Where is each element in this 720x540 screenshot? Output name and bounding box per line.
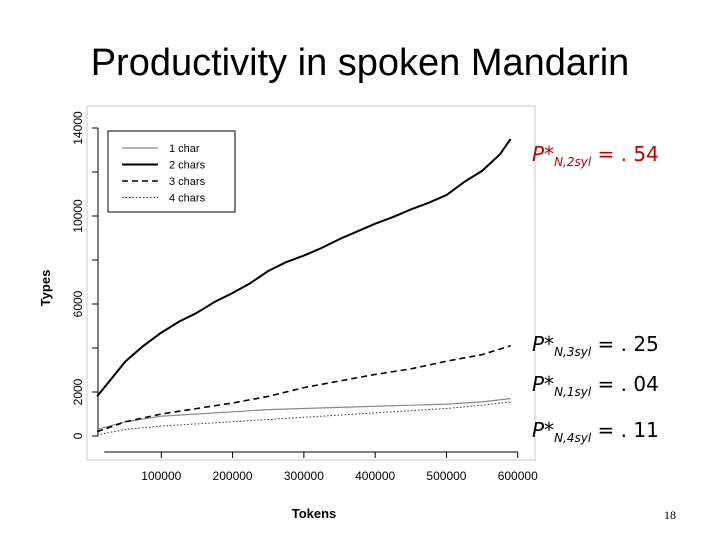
legend-label: 3 chars	[169, 176, 206, 188]
annotation-eq: = .	[591, 332, 634, 356]
legend-label: 2 chars	[169, 160, 206, 172]
legend-box	[107, 130, 236, 213]
series-line-4	[97, 401, 511, 436]
x-tick-label: 200000	[213, 469, 253, 483]
y-tick-label: 2000	[71, 378, 85, 405]
legend-label: 1 char	[169, 143, 200, 155]
annotation-1syl: P*N,1syl = . 04	[532, 372, 659, 399]
y-tick-label: 10000	[71, 199, 85, 233]
page-number: 18	[664, 508, 676, 522]
annotation-value: 11	[633, 418, 659, 442]
x-tick-label: 600000	[498, 469, 538, 483]
series-line-2	[96, 138, 512, 398]
annotation-value: 54	[633, 142, 659, 166]
axes: 100000 200000 300000 400000 500000 600000 0 200…	[71, 111, 538, 483]
legend: 1 char 2 chars 3 chars 4 chars	[107, 130, 236, 213]
annotation-var: P*	[532, 418, 555, 442]
x-tick-label: 500000	[426, 469, 466, 483]
annotation-var: P*	[532, 142, 555, 166]
series-line-1	[96, 398, 511, 430]
annotation-eq: = .	[591, 142, 634, 166]
series-line-3	[96, 345, 511, 433]
annotation-2syl: P*N,2syl = . 54	[532, 142, 659, 169]
annotation-sub: N,3syl	[554, 345, 592, 359]
annotation-value: 25	[633, 332, 659, 356]
slide-title: Productivity in spoken Mandarin	[90, 42, 630, 84]
annotation-var: P*	[532, 372, 555, 396]
y-tick-label: 6000	[71, 290, 85, 317]
x-tick-label: 300000	[284, 469, 324, 483]
x-tick-label: 400000	[355, 469, 395, 483]
annotation-eq: = .	[591, 418, 634, 442]
annotation-sub: N,4syl	[554, 431, 592, 445]
annotation-var: P*	[532, 332, 555, 356]
annotation-eq: = .	[591, 372, 634, 396]
annotation-sub: N,1syl	[554, 385, 592, 399]
annotation-3syl: P*N,3syl = . 25	[532, 332, 659, 359]
annotation-value: 04	[633, 372, 659, 396]
x-tick-label: 100000	[141, 469, 181, 483]
series-group	[96, 138, 512, 436]
y-tick-label: 14000	[71, 111, 85, 145]
y-axis-label: Types	[38, 270, 53, 307]
x-axis-label: Tokens	[292, 506, 337, 521]
annotation-4syl: P*N,4syl = . 11	[532, 418, 659, 445]
annotation-sub: N,2syl	[554, 155, 592, 169]
legend-label: 4 chars	[169, 193, 206, 205]
y-tick-label: 0	[71, 432, 85, 439]
